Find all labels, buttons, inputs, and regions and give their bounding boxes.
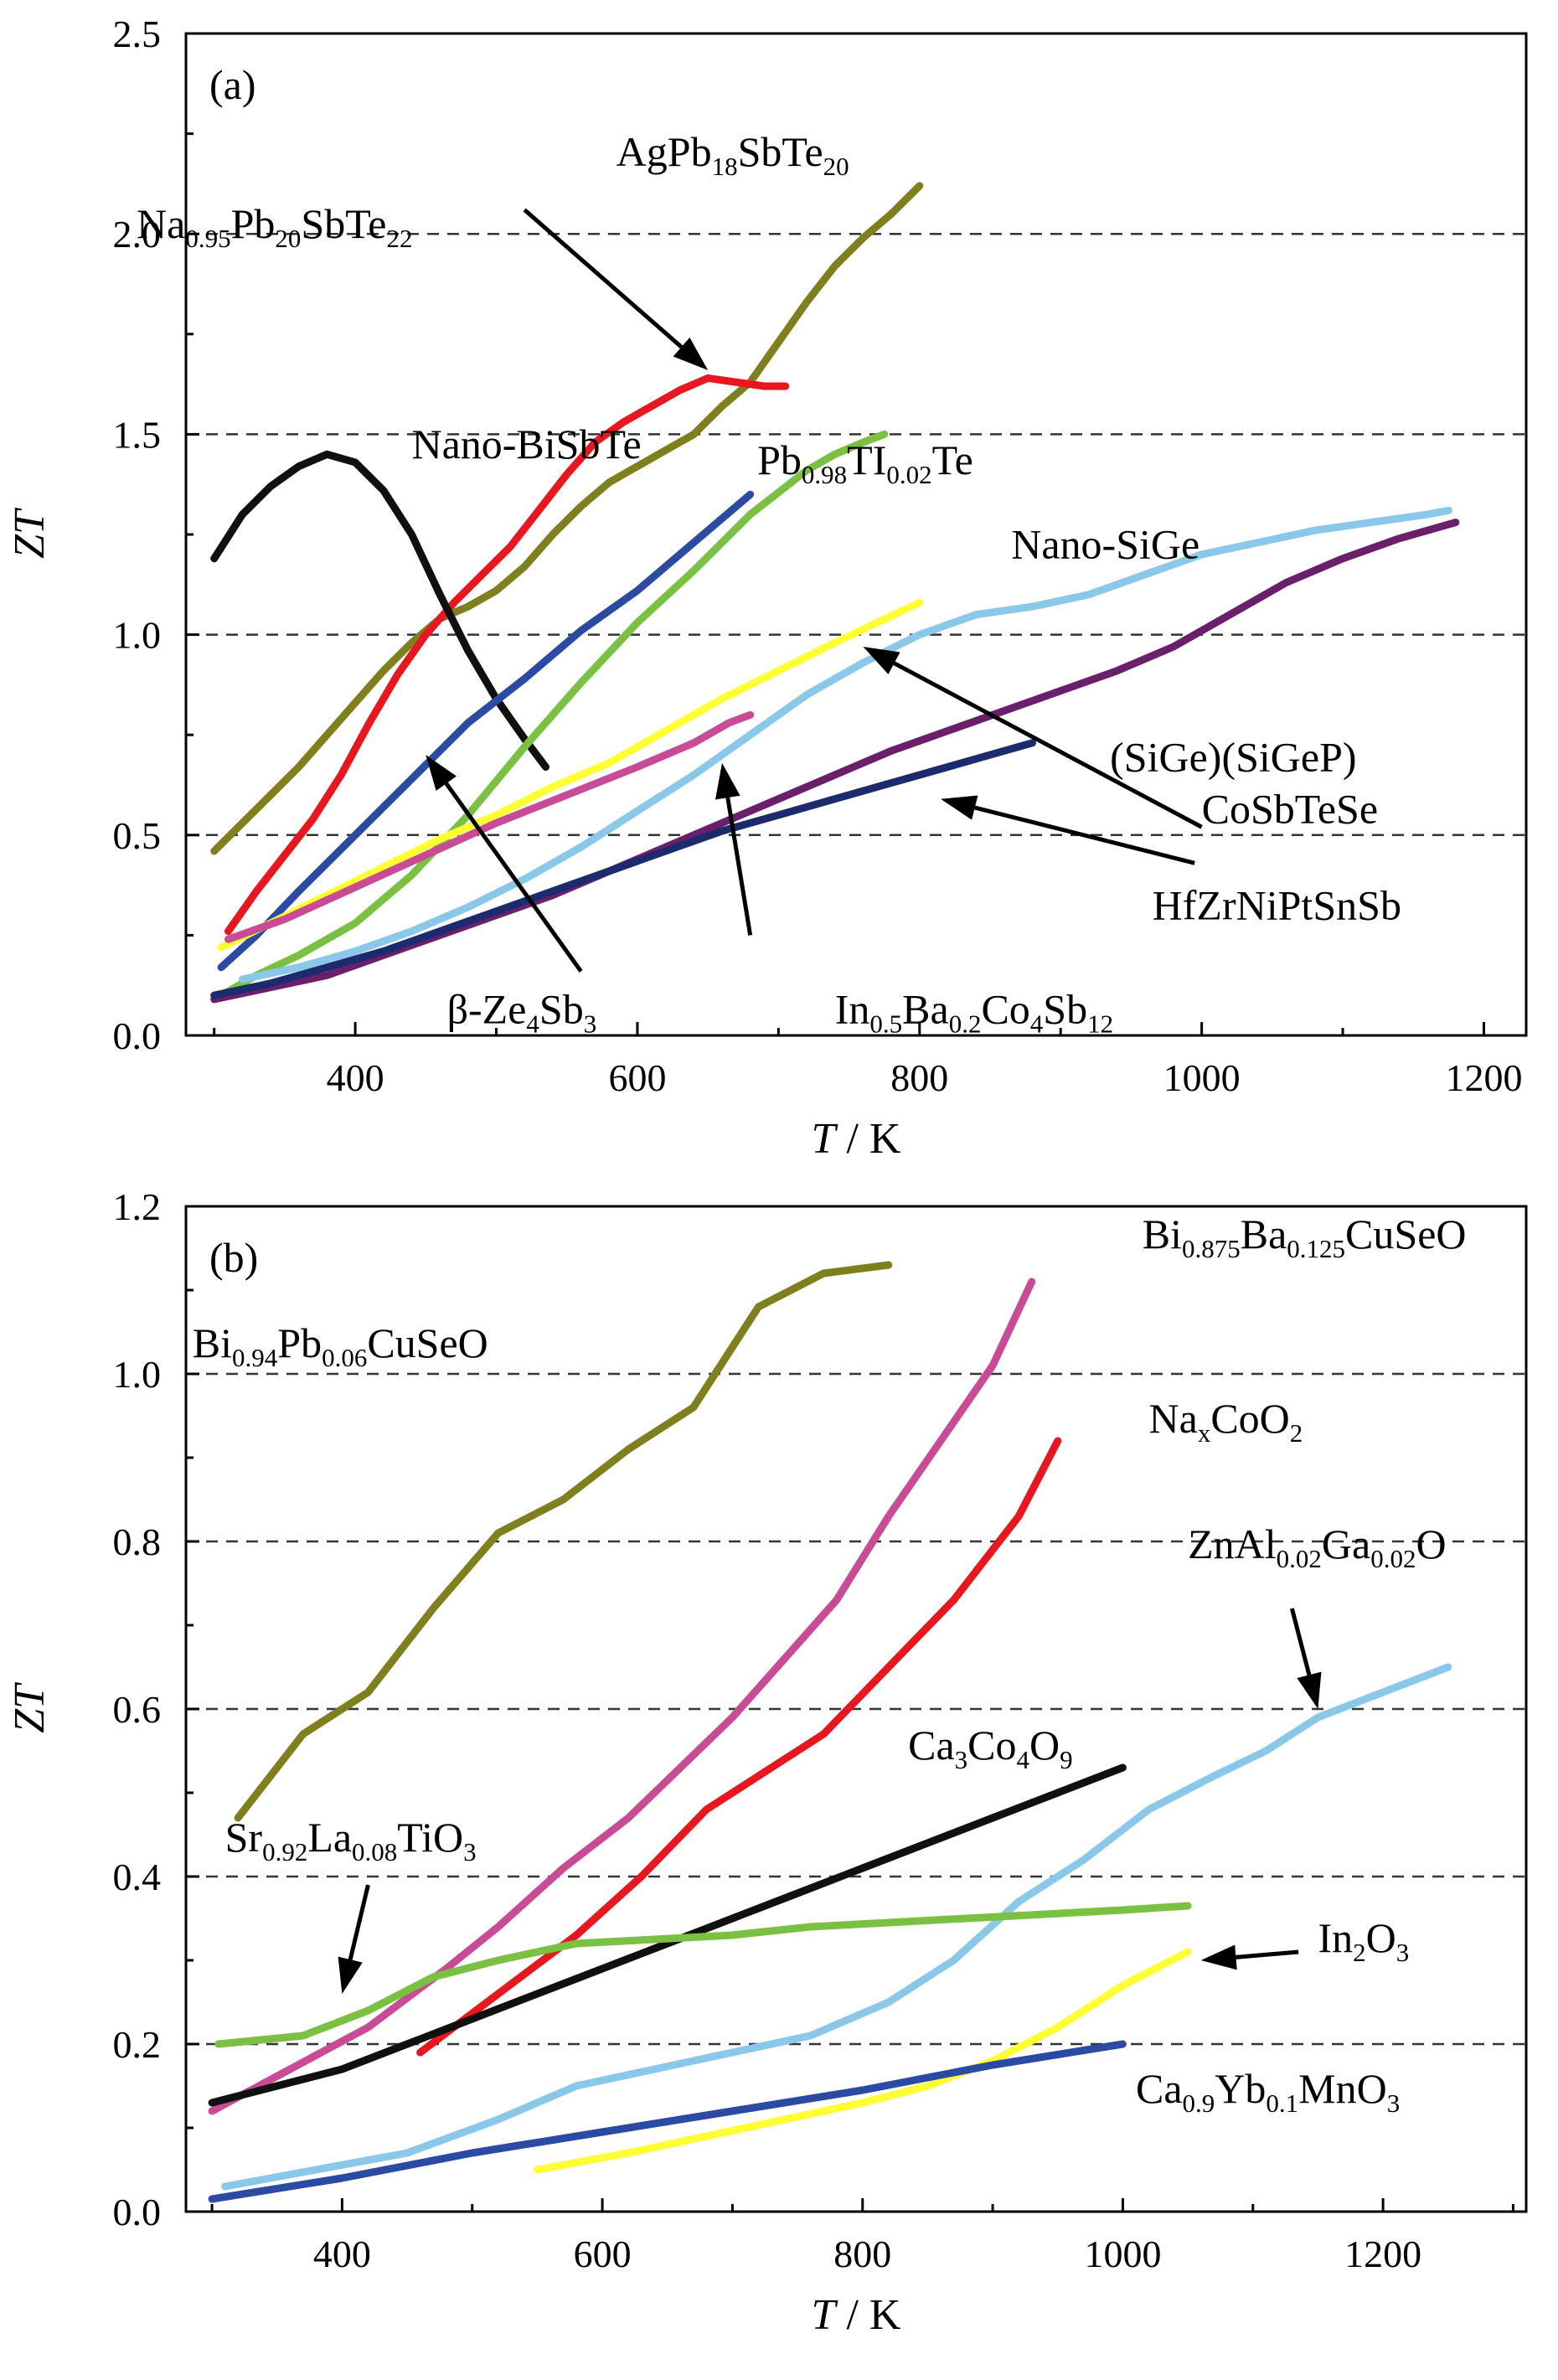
series-line-3 xyxy=(210,450,549,771)
annotation-label: Ca0.9Yb0.1MnO3 xyxy=(1136,2065,1400,2118)
annotation-arrow-head xyxy=(426,755,457,791)
annotation-label: Bi0.875Ba0.125CuSeO xyxy=(1143,1211,1467,1263)
x-tick-label: 1200 xyxy=(1344,2233,1421,2275)
annotation-arrow-head xyxy=(1200,1944,1237,1970)
x-axis: 400 600 800 1000 1200 xyxy=(213,1022,1522,1099)
y-tick-label: 0.0 xyxy=(113,2191,162,2233)
annotation-label: β-Ze4Sb3 xyxy=(447,986,597,1039)
annotation-arrow-head xyxy=(673,337,709,370)
y-axis: 0.0 0.2 0.4 0.6 0.8 1.0 1.2 xyxy=(113,1185,199,2233)
annotation-label: In0.5Ba0.2Co4Sb12 xyxy=(835,986,1113,1039)
series-line-3 xyxy=(416,1437,1062,2057)
y-tick-label: 0.5 xyxy=(113,814,162,857)
x-tick-label: 600 xyxy=(574,2233,632,2275)
annotations: Bi0.875Ba0.125CuSeO Bi0.94Pb0.06CuSeO NaxC… xyxy=(193,1211,1467,2118)
annotation-label: CoSbTeSe xyxy=(1202,785,1378,832)
x-tick-label: 1000 xyxy=(1163,1056,1241,1099)
x-tick-label: 1000 xyxy=(1084,2233,1161,2275)
series-line-1 xyxy=(234,1261,893,1822)
y-tick-label: 2.0 xyxy=(113,213,162,256)
x-tick-label: 600 xyxy=(608,1056,666,1099)
annotation-label: Na0.95Pb20SbTe22 xyxy=(137,200,412,253)
annotation-arrow-line xyxy=(444,782,583,973)
x-tick-label: 1200 xyxy=(1445,1056,1522,1099)
annotation-label: Sr0.92La0.08TiO3 xyxy=(225,1814,477,1866)
annotation-label: Bi0.94Pb0.06CuSeO xyxy=(193,1319,488,1372)
x-tick-label: 400 xyxy=(313,2233,371,2275)
y-tick-label: 1.5 xyxy=(113,413,162,456)
series-line-9 xyxy=(210,519,1460,1004)
panel-label: (b) xyxy=(209,1234,258,1281)
series-line-1 xyxy=(210,182,924,855)
series-line-7 xyxy=(533,1948,1192,2174)
series-line-5 xyxy=(208,1763,1127,2107)
annotation-label: Nano-BiSbTe xyxy=(411,421,641,467)
series-line-5 xyxy=(217,490,755,972)
x-tick-label: 800 xyxy=(833,2233,891,2275)
series-line-4 xyxy=(217,430,889,999)
series-line-6 xyxy=(217,598,924,952)
y-tick-label: 0.6 xyxy=(113,1688,162,1731)
annotation-arrow-head xyxy=(941,795,978,820)
annotation-arrow-head xyxy=(863,646,900,674)
annotation-label: Ca3Co4O9 xyxy=(908,1722,1073,1774)
y-tick-label: 1.2 xyxy=(113,1185,162,1228)
annotations: Na0.95Pb20SbTe22 AgPb18SbTe20 Nano-BiSbTe P… xyxy=(137,128,1401,1039)
annotation-label: NaxCoO2 xyxy=(1149,1395,1303,1448)
y-axis-label: ZT xyxy=(6,508,54,559)
annotation-arrow-head xyxy=(1297,1671,1322,1709)
annotation-label: Pb0.98TI0.02Te xyxy=(757,436,973,489)
y-tick-label: 0.4 xyxy=(113,1856,162,1898)
gridlines xyxy=(186,232,1526,837)
y-tick-label: 0.0 xyxy=(113,1014,162,1057)
annotation-arrow-line xyxy=(893,661,1203,829)
x-tick-label: 400 xyxy=(327,1056,384,1099)
annotation-label: Nano-SiGe xyxy=(1011,521,1199,568)
annotation-label: (SiGe)(SiGeP) xyxy=(1110,733,1356,780)
series-line-2 xyxy=(224,374,790,936)
annotation-label: In2O3 xyxy=(1318,1914,1409,1967)
series-line-4 xyxy=(221,1663,1452,2191)
x-axis: 400 600 800 1000 1200 xyxy=(210,2198,1514,2275)
annotation-label: ZnAl0.02Ga0.02O xyxy=(1188,1520,1446,1573)
y-axis: 0.0 0.5 1.0 1.5 2.0 2.5 xyxy=(113,13,199,1057)
y-tick-label: 1.0 xyxy=(113,614,162,657)
series-group xyxy=(208,1261,1452,2203)
annotation-arrow-line xyxy=(1289,1608,1312,1675)
annotation-arrow-line xyxy=(348,1884,370,1960)
y-tick-label: 0.2 xyxy=(113,2023,162,2066)
series-line-8 xyxy=(238,506,1452,983)
annotation-arrow-line xyxy=(725,797,753,936)
series-line-2 xyxy=(208,1278,1036,2115)
annotation-label: HfZrNiPtSnSb xyxy=(1153,881,1401,928)
annotation-arrow-head xyxy=(338,1956,363,1994)
annotation-arrow-line xyxy=(1236,1949,1299,1959)
x-axis-label: T / K xyxy=(812,1115,901,1163)
panel-label: (a) xyxy=(209,61,256,108)
annotation-arrow-line xyxy=(974,805,1195,865)
y-tick-label: 0.8 xyxy=(113,1520,162,1563)
series-group xyxy=(210,182,1460,1004)
series-line-10 xyxy=(210,739,1036,999)
annotation-arrow-line xyxy=(523,208,684,349)
series-line-6 xyxy=(214,1902,1192,2048)
y-axis-label: ZT xyxy=(6,1682,54,1733)
x-axis-label: T / K xyxy=(812,2291,901,2339)
panel-a: 0.0 0.5 1.0 1.5 2.0 2.5 400 600 800 1000 1200 T / K… xyxy=(6,13,1528,1163)
series-line-8 xyxy=(208,2040,1127,2203)
y-tick-label: 2.5 xyxy=(113,13,162,55)
annotation-label: AgPb18SbTe20 xyxy=(616,128,849,181)
panel-b: 0.0 0.2 0.4 0.6 0.8 1.0 1.2 400 600 800 1000 1200 T … xyxy=(6,1185,1528,2339)
x-tick-label: 800 xyxy=(890,1056,948,1099)
annotation-arrow-head xyxy=(715,762,740,800)
y-tick-label: 1.0 xyxy=(113,1353,162,1396)
series-line-7 xyxy=(224,710,755,943)
